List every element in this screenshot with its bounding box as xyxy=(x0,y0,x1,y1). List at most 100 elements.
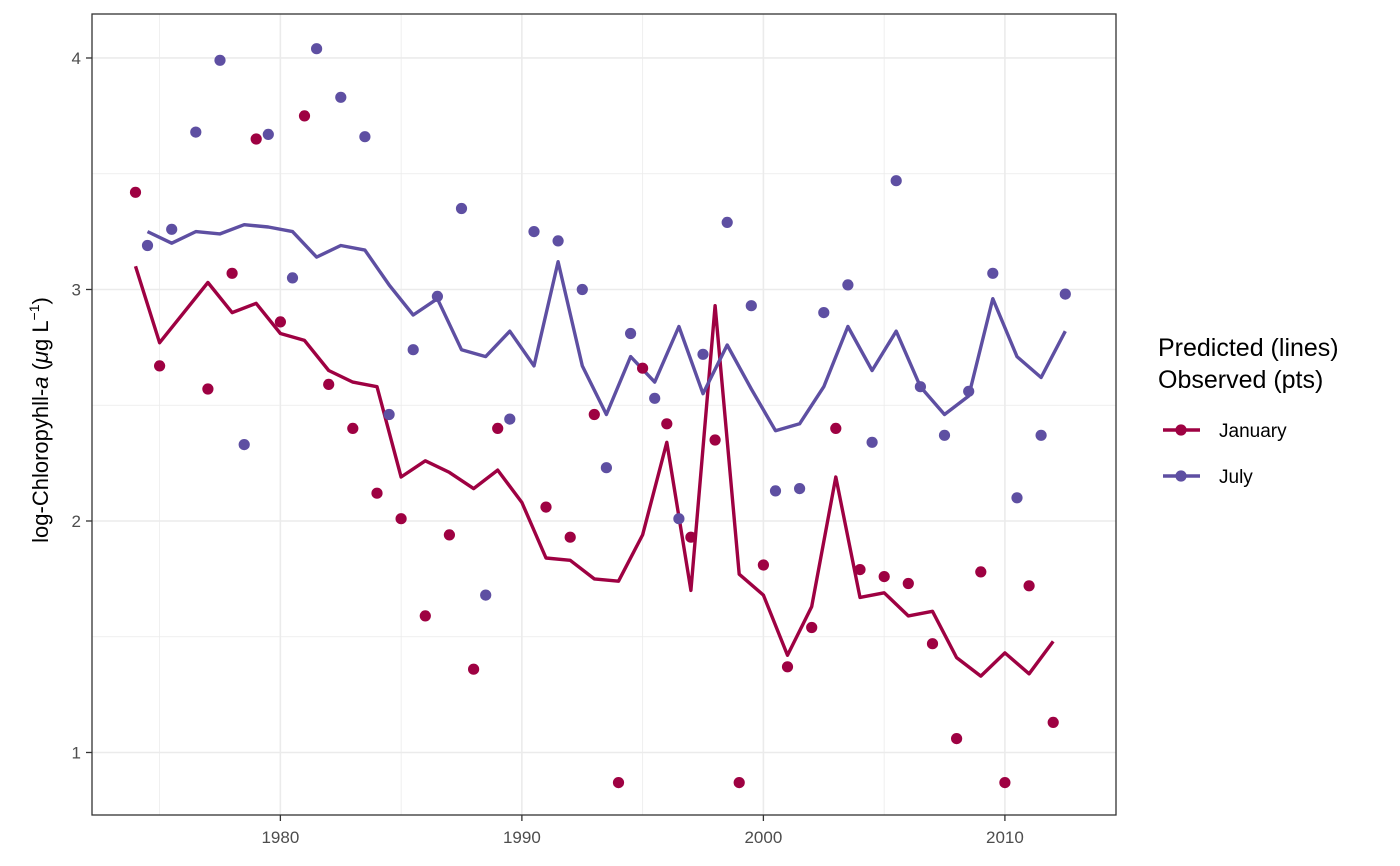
legend: Predicted (lines) Observed (pts) January… xyxy=(1158,334,1339,488)
predicted-lines xyxy=(133,223,1067,678)
observed-points xyxy=(129,43,1071,789)
observed-point-january xyxy=(588,408,600,421)
observed-point-july xyxy=(504,413,516,425)
observed-point-january xyxy=(371,487,383,499)
y-axis-title-italic: a xyxy=(28,377,53,389)
observed-point-july xyxy=(528,226,540,238)
plot-panel-border xyxy=(91,13,1117,816)
plot-panel-background xyxy=(92,14,1116,815)
observed-point-january xyxy=(781,661,794,673)
observed-point-january xyxy=(154,360,166,372)
observed-point-january xyxy=(395,513,407,525)
observed-point-january xyxy=(830,422,842,434)
y-tick-label: 1 xyxy=(72,743,81,762)
observed-point-july xyxy=(697,348,709,360)
observed-point-january xyxy=(975,566,987,578)
observed-point-july xyxy=(625,327,637,340)
y-tick-label: 2 xyxy=(72,512,81,531)
predicted-line-july xyxy=(146,223,1067,433)
observed-point-july xyxy=(431,290,443,302)
legend-key-point-january xyxy=(1175,424,1187,436)
observed-point-july xyxy=(190,126,202,138)
observed-point-july xyxy=(769,485,782,497)
observed-point-july xyxy=(600,462,613,474)
observed-point-july xyxy=(745,300,757,312)
y-axis-title-open: ( xyxy=(28,362,53,376)
observed-point-january xyxy=(757,559,770,571)
observed-point-july xyxy=(649,392,661,404)
observed-point-july xyxy=(1059,288,1071,300)
observed-point-july xyxy=(286,272,299,284)
observed-point-january xyxy=(902,577,914,590)
observed-point-july xyxy=(335,91,347,103)
legend-item-july: July xyxy=(1163,467,1253,488)
observed-point-january xyxy=(685,531,697,543)
observed-point-january xyxy=(612,777,625,789)
observed-point-july xyxy=(842,279,854,291)
observed-point-july xyxy=(455,202,468,215)
predicted-line-january xyxy=(133,265,1055,678)
observed-point-january xyxy=(999,777,1011,789)
observed-point-january xyxy=(564,531,576,543)
observed-point-july xyxy=(262,128,274,140)
observed-point-july xyxy=(576,283,588,296)
observed-point-july xyxy=(938,429,951,441)
observed-point-january xyxy=(709,434,721,446)
observed-point-july xyxy=(166,223,178,235)
observed-point-january xyxy=(854,564,866,576)
y-axis-title-close: ) xyxy=(28,297,53,304)
observed-point-january xyxy=(540,501,552,513)
observed-point-july xyxy=(818,307,830,319)
observed-point-january xyxy=(443,529,455,541)
legend-items: January July xyxy=(1163,421,1287,488)
y-axis-title-main: log-Chloropyhll- xyxy=(28,389,53,543)
observed-point-july xyxy=(914,381,927,393)
observed-point-january xyxy=(347,422,359,434)
observed-point-january xyxy=(468,663,480,675)
legend-label-january: January xyxy=(1219,421,1287,442)
observed-point-january xyxy=(926,638,939,650)
observed-point-july xyxy=(987,267,999,279)
observed-point-january xyxy=(129,186,142,198)
observed-point-january xyxy=(419,610,431,622)
observed-point-july xyxy=(359,131,371,143)
observed-point-july xyxy=(214,54,226,66)
observed-point-july xyxy=(866,436,878,448)
grid-lines xyxy=(92,14,1116,815)
observed-point-january xyxy=(951,733,963,745)
observed-point-july xyxy=(1035,429,1047,441)
y-axis: 1 2 3 4 xyxy=(72,49,92,762)
observed-point-july xyxy=(673,513,685,525)
x-tick-label: 2010 xyxy=(986,828,1024,847)
y-axis-title-mu: μ xyxy=(28,351,53,364)
observed-point-january xyxy=(637,362,649,374)
observed-point-july xyxy=(407,344,419,356)
y-tick-label: 4 xyxy=(72,49,81,68)
observed-point-january xyxy=(806,621,818,634)
observed-point-july xyxy=(238,439,250,451)
observed-point-july xyxy=(141,239,154,252)
observed-point-january xyxy=(274,316,286,328)
observed-point-january xyxy=(878,571,890,583)
observed-point-july xyxy=(721,216,733,228)
observed-point-january xyxy=(323,378,335,390)
x-axis: 1980 1990 2000 2010 xyxy=(261,815,1024,847)
legend-item-january: January xyxy=(1163,421,1287,442)
observed-point-january xyxy=(492,422,504,434)
observed-point-january xyxy=(250,133,262,145)
legend-key-point-july xyxy=(1175,470,1187,482)
x-tick-label: 1990 xyxy=(503,828,541,847)
legend-title-line2: Observed (pts) xyxy=(1158,366,1323,394)
x-tick-label: 2000 xyxy=(744,828,782,847)
y-axis-title: log-Chloropyhll-a (μg L−1) xyxy=(26,297,53,543)
observed-point-january xyxy=(298,110,311,122)
observed-point-january xyxy=(733,777,745,789)
observed-point-july xyxy=(552,235,564,247)
observed-point-january xyxy=(661,418,673,430)
observed-point-july xyxy=(963,385,975,397)
observed-point-january xyxy=(1047,716,1059,729)
observed-point-july xyxy=(1011,492,1023,504)
y-axis-title-units: g L xyxy=(28,320,53,351)
observed-point-july xyxy=(480,589,492,601)
observed-point-july xyxy=(311,43,323,55)
